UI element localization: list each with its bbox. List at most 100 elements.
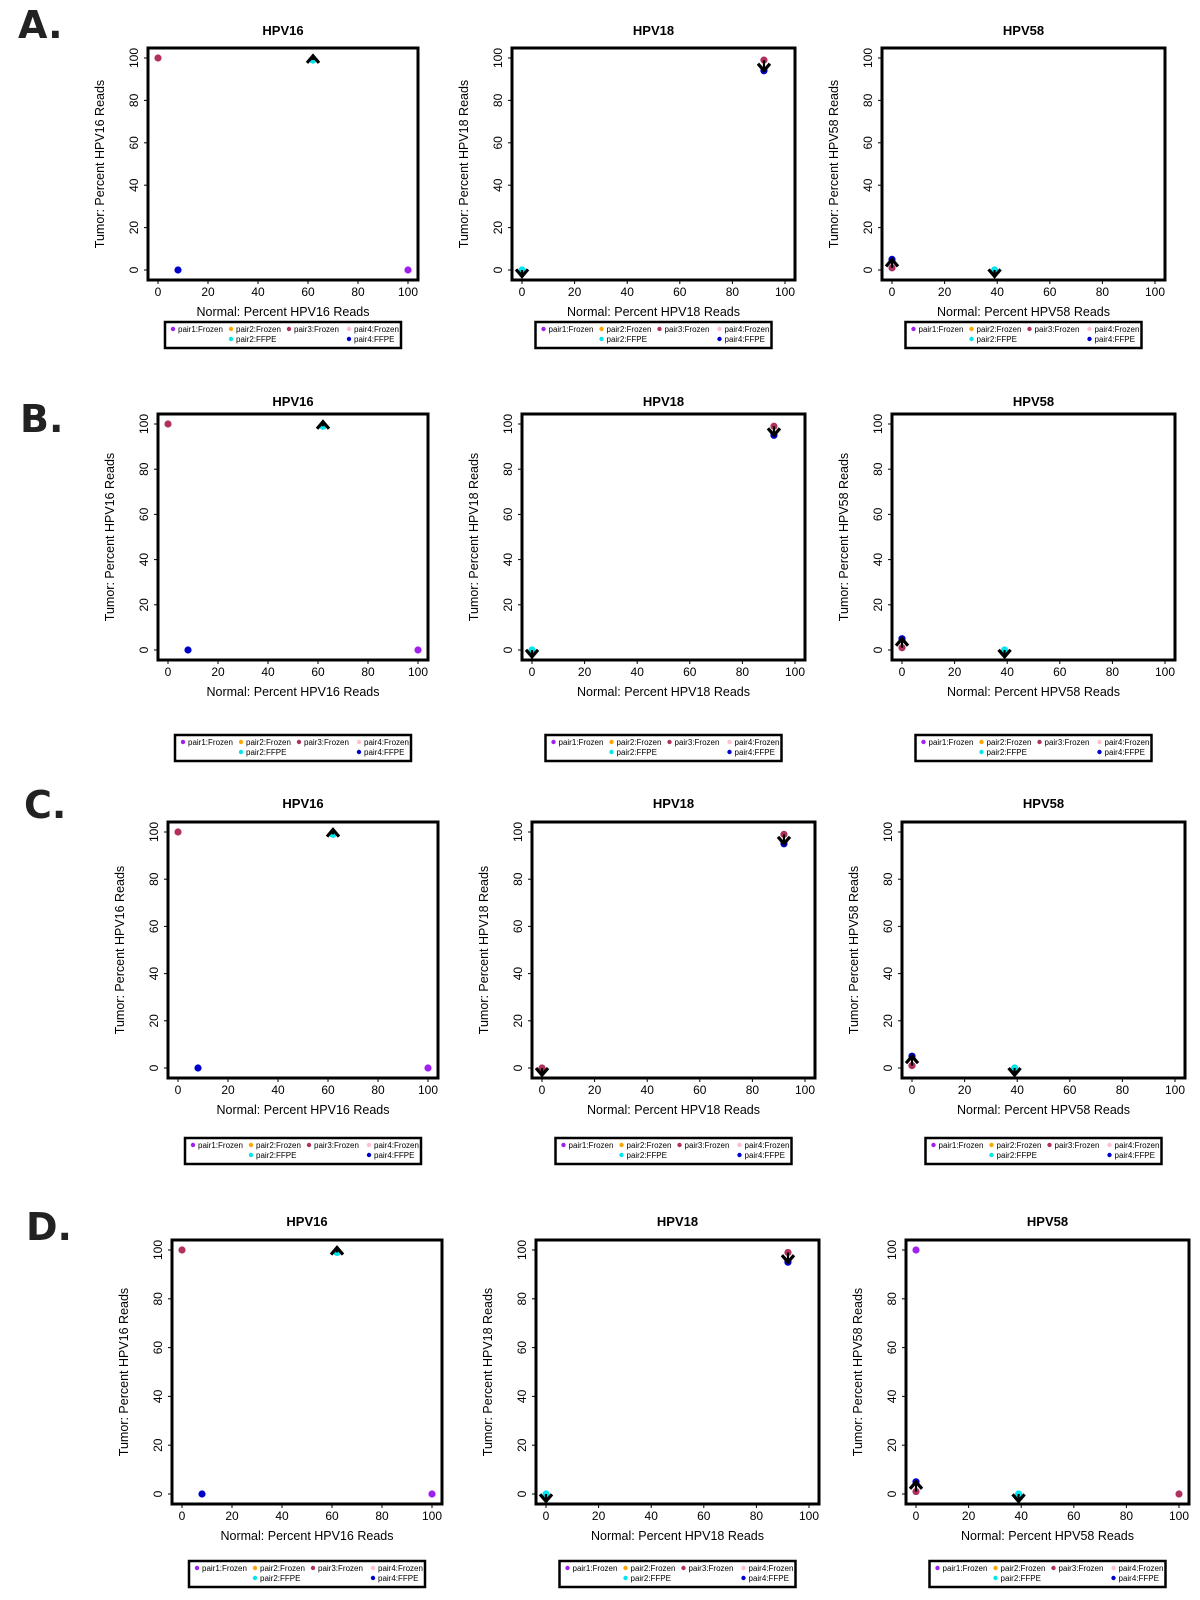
- plot-title: HPV18: [633, 23, 674, 38]
- legend-label: pair4:Frozen: [364, 738, 409, 747]
- legend-label: pair4:Frozen: [354, 325, 399, 334]
- x-tick-label: 100: [1169, 1509, 1189, 1523]
- plot-frame: [890, 412, 1177, 662]
- x-tick-label: 100: [422, 1509, 442, 1523]
- x-tick-label: 0: [899, 665, 906, 679]
- y-tick-label: 40: [885, 1389, 899, 1403]
- arrow-head: [884, 256, 900, 268]
- x-tick-label: 20: [225, 1509, 239, 1523]
- panel-label: C.: [24, 783, 66, 827]
- legend-label: pair2:FFPE: [607, 335, 647, 344]
- legend-label: pair1:Frozen: [198, 1141, 243, 1150]
- legend-label: pair3:Frozen: [1059, 1564, 1104, 1573]
- plot-frame: [530, 820, 817, 1080]
- plot-frame: [170, 1238, 444, 1506]
- plot-title: HPV16: [262, 23, 303, 38]
- y-tick-label: 100: [137, 414, 151, 434]
- y-tick-label: 40: [511, 967, 525, 981]
- y-tick-label: 60: [511, 919, 525, 933]
- scatter-plot-hpv16: HPV16 0 20 40 60 80 100 0 20 40 60 80 100 Normal: Per…: [103, 394, 430, 763]
- legend: pair1:Frozen pair2:Frozen pair3:Frozen pair…: [163, 320, 403, 350]
- y-axis-label: Tumor: Percent HPV58 Reads: [847, 866, 861, 1034]
- legend-box: [173, 733, 413, 763]
- arrow-head: [776, 835, 792, 847]
- x-tick-label: 20: [568, 285, 582, 299]
- plot-title: HPV18: [653, 796, 694, 811]
- x-axis-label: Normal: Percent HPV58 Reads: [937, 305, 1110, 319]
- y-tick-label: 100: [881, 822, 895, 842]
- x-tick-label: 100: [799, 1509, 819, 1523]
- legend-marker: [741, 1565, 746, 1571]
- y-tick-label: 80: [871, 462, 885, 476]
- y-tick-label: 20: [515, 1438, 529, 1452]
- legend-box: [914, 733, 1153, 763]
- legend-marker: [238, 739, 244, 745]
- legend-marker: [619, 1142, 624, 1148]
- legend-marker: [356, 739, 362, 745]
- legend-box: [183, 1136, 423, 1166]
- legend: pair1:Frozen pair2:Frozen pair3:Frozen pair…: [924, 1136, 1163, 1166]
- scatter-plot-hpv58: HPV58 0 20 40 60 80 100 0 20 40 60 80 100 Normal: Per…: [827, 23, 1167, 350]
- legend-label: pair4:Frozen: [1105, 738, 1150, 747]
- legend: pair1:Frozen pair2:Frozen pair3:Frozen pair…: [187, 1559, 427, 1589]
- legend-label: pair2:Frozen: [607, 325, 652, 334]
- legend-label: pair2:Frozen: [246, 738, 291, 747]
- y-tick-label: 40: [151, 1389, 165, 1403]
- legend-marker: [657, 326, 662, 332]
- legend-marker: [1051, 1565, 1056, 1571]
- legend-label: pair4:Frozen: [1119, 1564, 1164, 1573]
- legend-marker: [252, 1575, 258, 1581]
- plot-frame: [520, 412, 807, 662]
- legend-marker: [921, 739, 926, 745]
- y-tick-label: 0: [501, 646, 515, 653]
- x-tick-label: 0: [175, 1083, 182, 1097]
- legend-label: pair2:FFPE: [246, 748, 286, 757]
- x-tick-label: 60: [693, 1083, 707, 1097]
- x-tick-label: 20: [578, 665, 592, 679]
- x-tick-label: 100: [785, 665, 805, 679]
- plot-frame: [534, 1238, 821, 1506]
- legend-marker: [737, 1142, 742, 1148]
- legend-label: pair4:FFPE: [378, 1574, 418, 1583]
- legend-label: pair2:FFPE: [997, 1151, 1037, 1160]
- y-tick-label: 100: [147, 822, 161, 842]
- legend-label: pair1:Frozen: [939, 1141, 984, 1150]
- legend-label: pair4:Frozen: [374, 1141, 419, 1150]
- plot-frame: [166, 820, 440, 1080]
- legend-marker: [1111, 1575, 1116, 1581]
- legend-label: pair2:FFPE: [977, 335, 1017, 344]
- y-tick-label: 100: [871, 414, 885, 434]
- data-point: [428, 1490, 436, 1498]
- legend-marker: [989, 1152, 994, 1158]
- y-tick-label: 20: [127, 221, 141, 235]
- legend-box: [554, 1136, 793, 1166]
- data-point: [414, 646, 422, 654]
- legend-label: pair2:FFPE: [987, 748, 1027, 757]
- scatter-plot-hpv58: HPV58 0 20 40 60 80 100 0 20 40 60 80 100 Normal: Per…: [837, 394, 1177, 763]
- legend-marker: [609, 739, 614, 745]
- legend-label: pair1:Frozen: [188, 738, 233, 747]
- legend: pair1:Frozen pair2:Frozen pair3:Frozen pair…: [534, 320, 773, 350]
- y-tick-label: 0: [861, 266, 875, 273]
- x-tick-label: 60: [325, 1509, 339, 1523]
- y-tick-label: 0: [881, 1064, 895, 1071]
- arrow-head: [904, 1053, 920, 1065]
- legend-marker: [989, 1142, 994, 1148]
- arrow-head: [894, 636, 910, 647]
- x-tick-label: 40: [1015, 1509, 1029, 1523]
- x-tick-label: 60: [1053, 665, 1067, 679]
- legend-label: pair2:FFPE: [260, 1574, 300, 1583]
- legend: pair1:Frozen pair2:Frozen pair3:Frozen pair…: [183, 1136, 423, 1166]
- legend-label: pair4:FFPE: [1095, 335, 1135, 344]
- x-tick-label: 40: [1011, 1083, 1025, 1097]
- legend-label: pair3:Frozen: [314, 1141, 359, 1150]
- data-point: [1175, 1490, 1183, 1498]
- legend-label: pair4:Frozen: [749, 1564, 794, 1573]
- x-tick-label: 0: [909, 1083, 916, 1097]
- y-tick-label: 100: [511, 822, 525, 842]
- legend-marker: [366, 1152, 372, 1158]
- legend-label: pair2:Frozen: [627, 1141, 672, 1150]
- data-point: [424, 1064, 432, 1072]
- legend-marker: [1097, 739, 1102, 745]
- legend: pair1:Frozen pair2:Frozen pair3:Frozen pair…: [928, 1559, 1167, 1589]
